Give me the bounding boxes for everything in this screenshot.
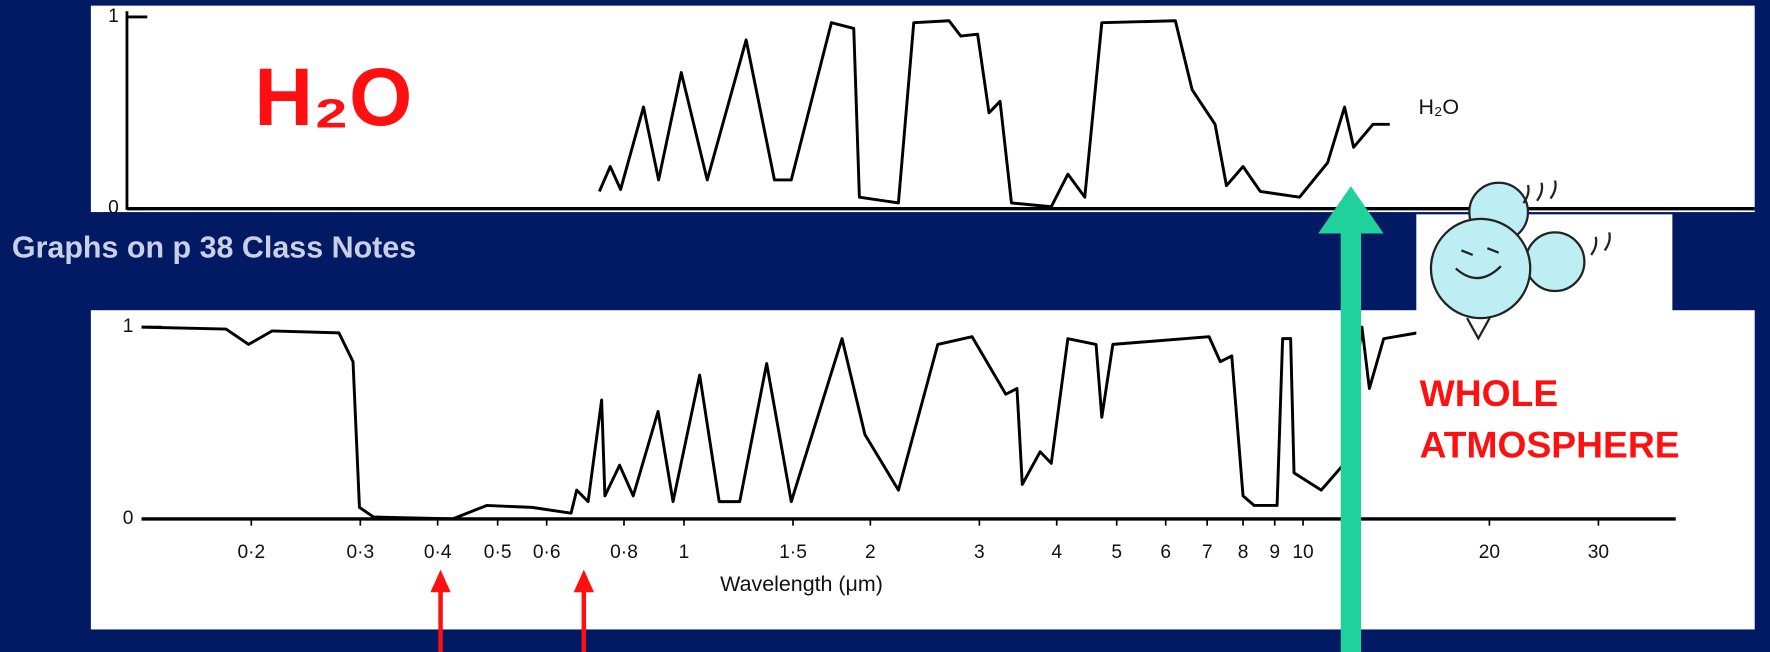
x-tick-label: 7	[1202, 542, 1213, 563]
pointer-arrow	[573, 569, 594, 652]
data-line	[141, 325, 1418, 521]
y-tick-label: 1	[108, 6, 119, 27]
x-tick-label: 10	[1292, 542, 1313, 563]
x-tick-label: 0·6	[533, 542, 561, 563]
x-tick-label: 3	[974, 542, 985, 563]
x-tick-label: 4	[1051, 542, 1062, 563]
x-tick-label: 2	[865, 542, 876, 563]
x-tick-label: 30	[1588, 542, 1609, 563]
x-tick-label: 20	[1479, 542, 1500, 563]
bottom-panel	[90, 310, 1755, 630]
y-tick-label: 0	[108, 198, 119, 219]
x-axis-label: Wavelength (μm)	[720, 572, 883, 596]
annotation: ATMOSPHERE	[1420, 424, 1680, 466]
x-tick-label: 6	[1160, 542, 1171, 563]
pointer-arrow	[430, 569, 451, 652]
chart-title: H₂O	[254, 52, 412, 143]
y-tick-label: 1	[123, 316, 134, 337]
x-tick-label: 0·4	[424, 542, 452, 563]
x-tick-label: 0·8	[610, 542, 638, 563]
legend-label: H₂O	[1419, 95, 1459, 119]
cartoon	[1416, 180, 1673, 341]
data-line	[598, 19, 1390, 209]
x-tick-label: 0·2	[237, 542, 265, 563]
x-tick-label: 0·3	[346, 542, 374, 563]
x-tick-label: 1	[679, 542, 690, 563]
y-tick-label: 0	[123, 508, 134, 529]
x-tick-label: 8	[1238, 542, 1249, 563]
x-tick-label: 9	[1269, 542, 1280, 563]
caption: Graphs on p 38 Class Notes	[12, 230, 416, 264]
annotation: WHOLE	[1420, 372, 1559, 414]
x-tick-label: 0·5	[484, 542, 512, 563]
x-tick-label: 1·5	[779, 542, 807, 563]
x-tick-label: 5	[1111, 542, 1122, 563]
top-panel	[90, 5, 1755, 213]
pointer-arrow	[1318, 186, 1384, 652]
